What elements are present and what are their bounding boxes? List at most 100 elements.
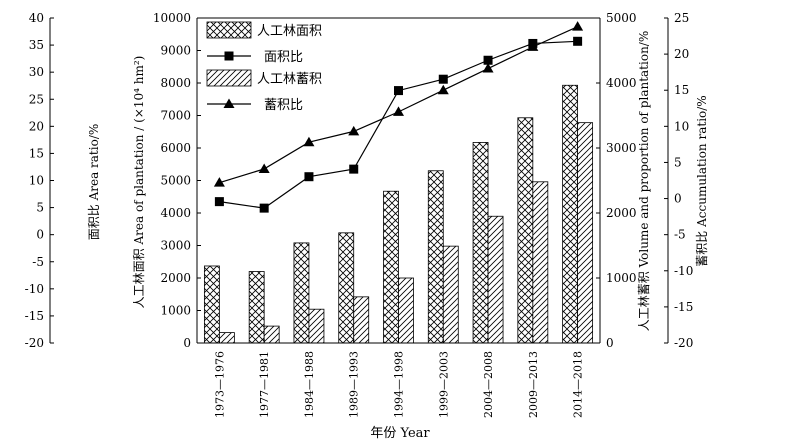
plantation-volume-tick-label: 3000: [606, 141, 637, 155]
accumulation-ratio-tick-label: -15: [674, 300, 693, 314]
plantation-area-tick-label: 3000: [160, 239, 191, 253]
plantation-volume-axis-label: 人工林蓄积 Volume and proportion of plantatio…: [637, 31, 651, 331]
accumulation-ratio-tick-label: -5: [674, 228, 686, 242]
square-marker: [394, 86, 403, 96]
plantation-area-tick-label: 0: [183, 336, 191, 350]
bar: [293, 242, 310, 344]
accumulation-ratio-axis: -20 -15 -10 -5 0 5 10 15 20 25: [664, 11, 693, 350]
bar: [218, 332, 235, 344]
plantation-area-tick-label: 9000: [160, 44, 191, 58]
triangle-marker: [258, 163, 270, 173]
square-marker: [438, 74, 448, 84]
accumulation-ratio-tick-label: 5: [674, 155, 682, 169]
plantation-area-tick-label: 4000: [160, 206, 191, 220]
triangle-marker: [213, 177, 225, 187]
x-tick-label: 2009—2013: [527, 351, 540, 418]
bar: [353, 296, 370, 344]
line-layer: [213, 21, 584, 213]
plantation-area-axis-label: 人工林面积 Area of plantation / (×10⁴ hm²): [132, 56, 146, 309]
accumulation-ratio-tick-label: 20: [674, 47, 689, 61]
bar: [398, 277, 414, 344]
x-axis-label: 年份 Year: [370, 426, 430, 441]
bar: [263, 325, 280, 344]
square-marker: [573, 36, 583, 46]
triangle-marker: [572, 21, 584, 31]
plantation-area-tick-label: 5000: [160, 174, 191, 188]
bar: [577, 122, 594, 344]
plantation-volume-tick-label: 2000: [606, 206, 637, 220]
area-ratio-tick-label: 15: [29, 146, 44, 160]
x-tick-label: 1999—2003: [437, 351, 450, 418]
bar: [248, 271, 265, 344]
square-marker: [483, 55, 493, 65]
area-ratio-tick-label: 30: [29, 65, 44, 79]
bar: [532, 181, 549, 344]
plantation-area-tick-label: 7000: [160, 109, 191, 123]
triangle-marker: [223, 98, 235, 108]
triangle-marker: [393, 106, 404, 116]
area-ratio-tick-label: 5: [36, 201, 44, 215]
plantation-volume-axis: 0 1000 2000 3000 4000 5000: [596, 11, 637, 350]
square-marker: [528, 38, 538, 48]
triangle-marker: [437, 84, 449, 95]
area-ratio-tick-label: 25: [29, 92, 44, 106]
bar: [472, 142, 489, 344]
square-marker: [214, 197, 224, 207]
area-ratio-axis-label: 面积比 Area ratio/%: [87, 124, 101, 241]
plantation-volume-tick-label: 1000: [606, 271, 637, 285]
plantation-area-tick-label: 2000: [160, 271, 191, 285]
x-tick-label: 1984—1988: [303, 351, 316, 418]
area-ratio-tick-label: -10: [25, 282, 44, 296]
triangle-marker: [303, 136, 315, 147]
accumulation-ratio-tick-label: -20: [674, 336, 693, 350]
x-tick-label: 1973—1976: [213, 351, 226, 418]
plantation-volume-tick-label: 5000: [606, 11, 637, 25]
bar-layer: [203, 84, 594, 344]
plantation-area-tick-label: 1000: [160, 304, 191, 318]
area-ratio-axis: -20 -15 -10 -5 0 5 10 15 20 25 30 35 40: [25, 11, 54, 350]
legend-label: 人工林蓄积: [257, 72, 322, 87]
square-marker: [349, 164, 359, 174]
accumulation-ratio-tick-label: 25: [674, 11, 689, 25]
accumulation-ratio-tick-label: 10: [674, 119, 689, 133]
bar: [203, 265, 220, 344]
x-tick-label: 1977—1981: [258, 351, 271, 418]
accumulation-ratio-tick-label: 15: [674, 83, 689, 97]
area-ratio-tick-label: -15: [25, 309, 44, 323]
x-tick-label: 2004—2008: [482, 351, 495, 418]
bar: [383, 190, 399, 344]
plantation-area-tick-label: 6000: [160, 141, 191, 155]
triangle-marker: [482, 63, 494, 73]
area-ratio-tick-label: 40: [29, 11, 44, 25]
legend-label: 人工林面积: [257, 24, 322, 39]
area-ratio-tick-label: 35: [29, 38, 44, 52]
bar: [442, 245, 459, 344]
accumulation-ratio-tick-label: 0: [674, 192, 682, 206]
x-axis-ticks: 1973—1976 1977—1981 1984—1988 1989—1993 1994…: [213, 339, 585, 418]
square-marker: [224, 51, 234, 61]
bar: [487, 215, 504, 344]
legend-swatch: [206, 21, 252, 39]
legend-swatch: [206, 69, 252, 87]
square-marker: [304, 172, 314, 182]
square-marker: [259, 203, 269, 213]
bar: [308, 308, 325, 344]
accumulation-ratio-axis-label: 蓄积比 Accumulation ratio/%: [695, 95, 709, 266]
area-ratio-tick-label: -20: [25, 336, 44, 350]
plantation-area-tick-label: 8000: [160, 76, 191, 90]
bar: [562, 84, 579, 344]
x-tick-label: 2014—2018: [572, 351, 585, 418]
plantation-volume-tick-label: 0: [606, 336, 614, 350]
legend-label: 面积比: [264, 50, 303, 65]
bar: [338, 232, 355, 344]
plantation-volume-tick-label: 4000: [606, 76, 637, 90]
legend-label: 蓄积比: [264, 98, 303, 113]
area-ratio-tick-label: 20: [29, 119, 44, 133]
plantation-area-axis: 0 1000 2000 3000 4000 5000 6000 7000 8000 9000 100…: [153, 11, 201, 350]
area-ratio-tick-label: 10: [29, 174, 44, 188]
x-tick-label: 1989—1993: [348, 351, 361, 418]
area-ratio-tick-label: -5: [32, 255, 44, 269]
accumulation-ratio-tick-label: -10: [674, 264, 693, 278]
